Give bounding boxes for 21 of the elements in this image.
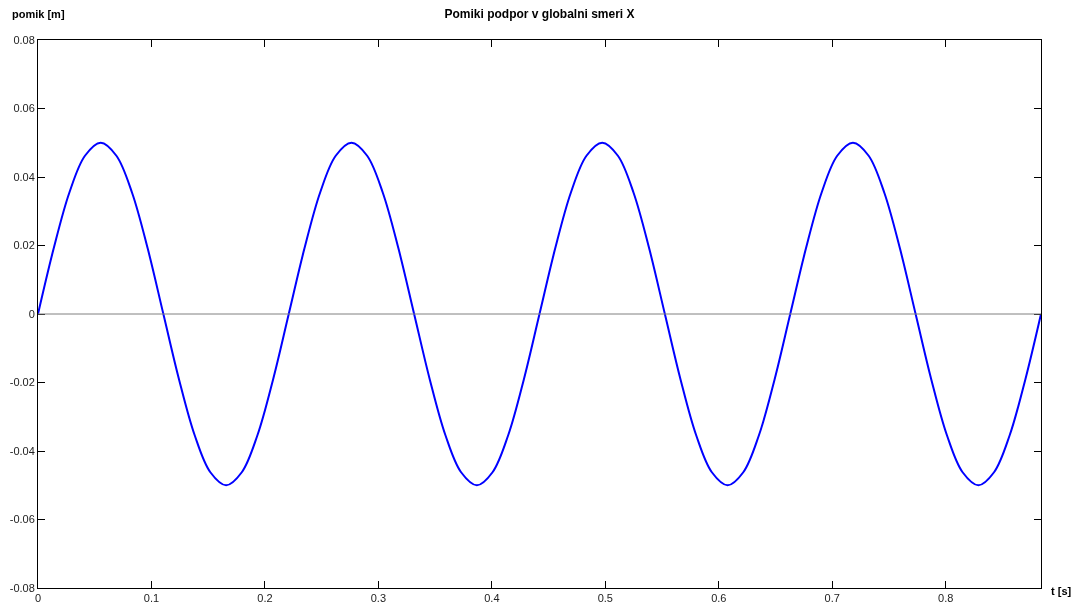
y-axis-title: pomik [m]	[12, 8, 65, 20]
y-tick-label: -0.08	[9, 581, 35, 594]
x-tick-label: 0.4	[484, 592, 500, 605]
y-tick-label: 0.02	[13, 239, 35, 252]
x-tick-label: 0.3	[370, 592, 387, 605]
x-tick-label: 0.7	[824, 592, 840, 605]
y-tick-label: -0.02	[9, 376, 35, 389]
x-tick-label: 0.2	[257, 592, 273, 605]
chart-title: Pomiki podpor v globalni smeri X	[444, 6, 635, 21]
x-tick-label: 0.5	[597, 592, 613, 605]
y-tick-label: 0	[28, 307, 35, 320]
line-series	[38, 141, 1041, 487]
y-tick-label: 0.04	[13, 170, 35, 183]
x-tick-label: 0.6	[711, 592, 727, 605]
y-tick-label: 0.06	[13, 102, 35, 115]
y-tick-label: -0.06	[9, 513, 35, 526]
x-axis-title: t [s]	[1051, 585, 1072, 597]
x-tick-label: 0.8	[938, 592, 954, 605]
x-tick-label: 0.1	[143, 592, 160, 605]
y-tick-label: -0.04	[9, 444, 35, 457]
y-tick-label: 0.08	[13, 33, 35, 46]
